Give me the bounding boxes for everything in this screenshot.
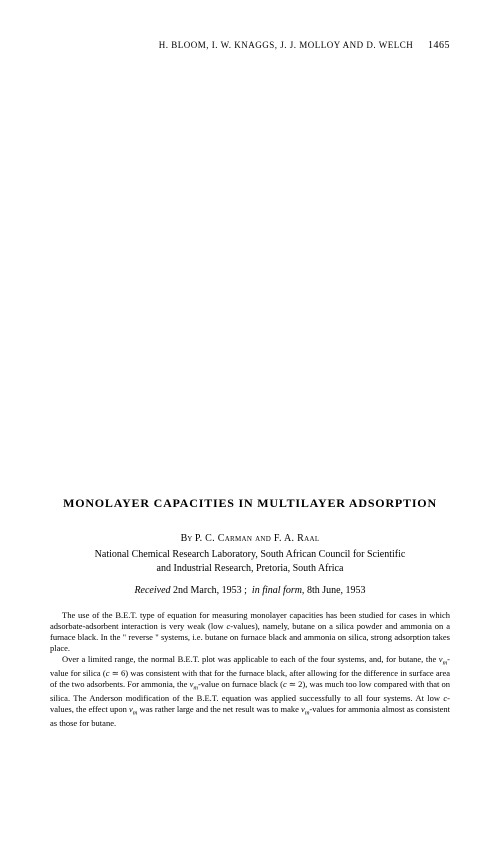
dates: Received 2nd March, 1953 ; in final form… bbox=[50, 585, 450, 596]
header-authors: H. BLOOM, I. W. KNAGGS, J. J. MOLLOY AND… bbox=[159, 40, 414, 50]
abstract-para-2: Over a limited range, the normal B.E.T. … bbox=[50, 654, 450, 729]
received-date: 2nd March, bbox=[173, 585, 219, 596]
affiliation-line1: National Chemical Research Laboratory, S… bbox=[95, 549, 406, 560]
received-year: 1953 ; bbox=[222, 585, 247, 596]
affiliation: National Chemical Research Laboratory, S… bbox=[50, 548, 450, 575]
abstract-para-1: The use of the B.E.T. type of equation f… bbox=[50, 610, 450, 654]
final-label: in final form, bbox=[252, 585, 305, 596]
affiliation-line2: and Industrial Research, Pretoria, South… bbox=[157, 563, 344, 574]
page-number: 1465 bbox=[428, 40, 450, 51]
byline-by: By bbox=[181, 533, 193, 544]
received-label: Received bbox=[134, 585, 170, 596]
byline-authors: P. C. Carman and F. A. Raal bbox=[195, 533, 320, 544]
byline: By P. C. Carman and F. A. Raal bbox=[50, 533, 450, 544]
final-year: 1953 bbox=[346, 585, 366, 596]
final-date: 8th June, bbox=[307, 585, 343, 596]
article-content: MONOLAYER CAPACITIES IN MULTILAYER ADSOR… bbox=[50, 496, 450, 729]
article-title: MONOLAYER CAPACITIES IN MULTILAYER ADSOR… bbox=[50, 496, 450, 511]
abstract: The use of the B.E.T. type of equation f… bbox=[50, 610, 450, 729]
running-header: H. BLOOM, I. W. KNAGGS, J. J. MOLLOY AND… bbox=[50, 40, 450, 51]
